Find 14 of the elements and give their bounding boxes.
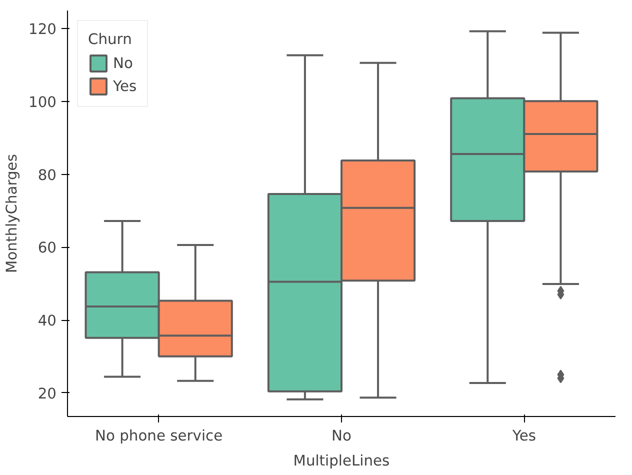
x-axis-title: MultipleLines bbox=[293, 452, 390, 470]
y-tick-label: 100 bbox=[28, 94, 57, 112]
legend-label: No bbox=[113, 54, 133, 72]
x-tick-label: Yes bbox=[511, 428, 536, 444]
y-tick-label: 80 bbox=[38, 166, 57, 184]
y-tick-label: 120 bbox=[28, 21, 57, 38]
y-axis-title: MonthlyCharges bbox=[4, 154, 21, 273]
y-tick-label: 40 bbox=[38, 312, 57, 330]
y-tick-label: 20 bbox=[38, 385, 57, 402]
legend-title: Churn bbox=[88, 31, 133, 48]
legend-label: Yes bbox=[113, 78, 137, 94]
y-tick-label: 60 bbox=[38, 240, 57, 257]
x-tick-label: No bbox=[332, 428, 352, 444]
x-tick-label: No phone service bbox=[95, 428, 223, 444]
